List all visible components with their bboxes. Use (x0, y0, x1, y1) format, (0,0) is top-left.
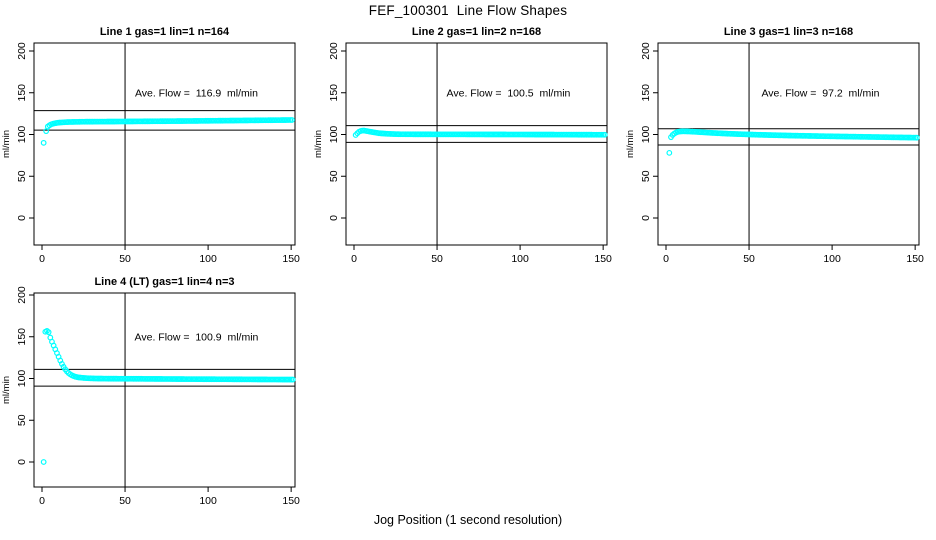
y-tick-label: 0 (328, 215, 340, 221)
subplot-title: Line 1 gas=1 lin=1 n=164 (99, 26, 230, 38)
plot-box (33, 42, 296, 246)
x-tick-label: 150 (282, 495, 300, 507)
x-tick-label: 100 (823, 253, 841, 265)
x-tick-label: 0 (39, 495, 45, 507)
y-axis-unit-label: ml/min (625, 130, 636, 158)
y-tick-label: 150 (16, 84, 28, 102)
x-tick-label: 50 (431, 253, 443, 265)
data-marker (45, 329, 52, 336)
y-tick-label: 150 (16, 328, 28, 346)
y-tick-label: 200 (328, 42, 340, 60)
subplot-line-3: Line 3 gas=1 lin=3 n=168 0 50 100 150 0 50 100 1… (624, 20, 936, 270)
y-tick-label: 50 (16, 414, 28, 426)
y-tick-label: 150 (328, 84, 340, 102)
y-axis-unit-label: ml/min (1, 376, 12, 404)
data-marker (289, 376, 296, 383)
y-tick-label: 0 (16, 459, 28, 465)
y-tick-label: 200 (640, 42, 652, 60)
x-tick-label: 50 (119, 253, 131, 265)
x-tick-label: 0 (39, 253, 45, 265)
ave-flow-label: Ave. Flow = 100.9 ml/min (135, 331, 259, 343)
subplot-title: Line 4 (LT) gas=1 lin=4 n=3 (94, 276, 235, 288)
x-tick-label: 100 (199, 495, 217, 507)
ave-flow-label: Ave. Flow = 100.5 ml/min (447, 87, 571, 99)
outlier-marker (666, 149, 673, 156)
y-tick-label: 100 (16, 370, 28, 388)
plot-box (657, 42, 920, 246)
subplot-line-2: Line 2 gas=1 lin=2 n=168 0 50 100 150 0 50 100 1… (312, 20, 624, 270)
x-tick-label: 100 (511, 253, 529, 265)
y-tick-label: 100 (16, 126, 28, 144)
figure-title: FEF_100301 Line Flow Shapes (368, 3, 568, 18)
data-marker (601, 131, 608, 138)
outlier-marker (40, 139, 47, 146)
data-marker (289, 117, 295, 123)
y-tick-label: 50 (328, 170, 340, 182)
ave-flow-label: Ave. Flow = 116.9 ml/min (135, 87, 258, 99)
x-axis-label: Jog Position (1 second resolution) (373, 513, 563, 527)
outlier-marker (43, 128, 50, 135)
outlier-marker (40, 459, 47, 465)
plot-canvas: 0 50 100 150 0 50 100 150 200 ml/min Ave. Flow = 1… (313, 42, 612, 265)
x-tick-label: 50 (743, 253, 755, 265)
plot-box (33, 292, 296, 488)
subplot-title: Line 2 gas=1 lin=2 n=168 (411, 26, 542, 38)
y-tick-label: 0 (16, 215, 28, 221)
outlier-marker (352, 132, 359, 138)
x-tick-label: 0 (351, 253, 357, 265)
y-axis-unit-label: ml/min (313, 130, 324, 158)
plot-canvas: 0 50 100 150 0 50 100 150 200 ml/min Ave. Flow = 1… (1, 286, 300, 507)
y-tick-label: 100 (640, 126, 652, 144)
y-tick-label: 0 (640, 215, 652, 221)
subplot-line-4: Line 4 (LT) gas=1 lin=4 n=3 0 50 100 150 0 50 1… (0, 270, 312, 520)
y-tick-label: 50 (16, 170, 28, 182)
ave-flow-label: Ave. Flow = 97.2 ml/min (761, 87, 879, 99)
y-tick-label: 50 (640, 170, 652, 182)
data-marker (913, 134, 920, 141)
plot-box (345, 42, 608, 246)
y-tick-label: 150 (640, 84, 652, 102)
x-tick-label: 100 (199, 253, 217, 265)
subplot-title: Line 3 gas=1 lin=3 n=168 (723, 26, 854, 38)
x-tick-label: 150 (594, 253, 612, 265)
x-tick-label: 0 (663, 253, 669, 265)
subplot-line-1: Line 1 gas=1 lin=1 n=164 0 50 100 150 0 50 100 1… (0, 20, 312, 270)
plot-canvas: 0 50 100 150 0 50 100 150 200 ml/min Ave. Flow = 1… (1, 42, 300, 265)
plot-canvas: 0 50 100 150 0 50 100 150 200 ml/min Ave. Flow = 9… (625, 42, 924, 265)
x-tick-label: 150 (906, 253, 924, 265)
y-tick-label: 200 (16, 42, 28, 60)
y-axis-unit-label: ml/min (1, 130, 12, 158)
x-tick-label: 150 (282, 253, 300, 265)
y-tick-label: 100 (328, 126, 340, 144)
y-tick-label: 200 (16, 286, 28, 304)
x-tick-label: 50 (119, 495, 131, 507)
